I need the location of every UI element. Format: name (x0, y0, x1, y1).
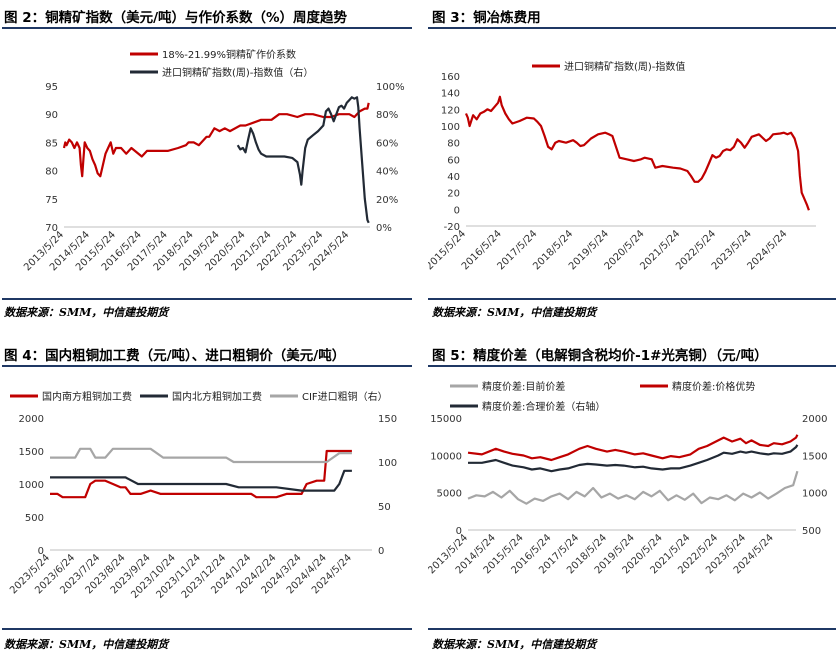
series-line (464, 95, 810, 211)
series-line (50, 469, 352, 492)
source-rule (2, 628, 412, 630)
source-note: 数据来源：SMM，中信建投期货 (432, 638, 597, 651)
y-tick-label: 75 (45, 195, 58, 206)
y-tick-label: 60 (447, 155, 460, 166)
y-tick-label: 160 (441, 72, 460, 83)
source-rule (428, 628, 836, 630)
y2-tick-label: 1000 (802, 489, 827, 500)
y-tick-label: 140 (441, 89, 460, 100)
y2-tick-label: 100% (376, 82, 405, 93)
source-note: 数据来源：SMM，中信建投期货 (4, 638, 169, 651)
series-line (50, 447, 352, 464)
series-line (50, 449, 352, 499)
y2-tick-label: 1500 (802, 451, 827, 462)
title-rule (428, 365, 836, 367)
y2-tick-label: 40% (376, 167, 398, 178)
y-tick-label: -20 (444, 222, 460, 233)
y2-tick-label: 80% (376, 110, 398, 121)
y-tick-label: 40 (447, 172, 460, 183)
y-tick-label: 1500 (19, 447, 44, 458)
y-tick-label: 1000 (19, 480, 44, 491)
y-tick-label: 5000 (437, 489, 462, 500)
y-tick-label: 0 (454, 205, 460, 216)
chart-refined-scrap-spread: 1500010000500002000150010005002013/5/242… (428, 380, 827, 576)
source-rule (428, 298, 836, 300)
y-tick-label: 20 (447, 189, 460, 200)
source-note: 数据来源：SMM，中信建投期货 (4, 306, 169, 319)
panel-title: 图 4：国内粗铜加工费（元/吨）、进口粗铜价（美元/吨） (4, 348, 346, 364)
source-note: 数据来源：SMM，中信建投期货 (432, 306, 597, 319)
y2-tick-label: 60% (376, 138, 398, 149)
series-line (468, 444, 799, 473)
y2-tick-label: 100 (378, 458, 397, 469)
y2-tick-label: 500 (802, 526, 821, 537)
y2-tick-label: 0 (378, 546, 384, 557)
y-tick-label: 500 (25, 513, 44, 524)
panel-title: 图 2：铜精矿指数（美元/吨）与作价系数（%）周度趋势 (4, 10, 348, 26)
y-tick-label: 2000 (19, 414, 44, 425)
y-tick-label: 10000 (430, 451, 462, 462)
y2-tick-label: 50 (378, 502, 391, 513)
series-line (467, 470, 799, 505)
legend-label: 精度价差:目前价差 (482, 380, 565, 393)
legend-label: 国内南方粗铜加工费 (42, 390, 132, 403)
y-tick-label: 85 (45, 138, 58, 149)
source-rule (2, 298, 412, 300)
y-tick-label: 120 (441, 105, 460, 116)
legend-label: 进口铜精矿指数(周)-指数值 (564, 60, 685, 73)
legend-label: 精度价差:合理价差（右轴） (482, 400, 605, 413)
legend-label: CIF进口粗铜（右） (302, 390, 388, 403)
y-tick-label: 0 (38, 546, 44, 557)
y-tick-label: 95 (45, 82, 58, 93)
chart-blister-copper-processing-fee: 20001500100050001501005002023/5/242023/6… (8, 390, 397, 601)
y2-tick-label: 20% (376, 195, 398, 206)
title-rule (2, 365, 412, 367)
legend-label: 精度价差:价格优势 (672, 380, 755, 393)
legend-label: 18%-21.99%铜精矿作价系数 (162, 48, 296, 61)
series-line (467, 434, 799, 462)
y-tick-label: 90 (45, 110, 58, 121)
title-rule (428, 27, 836, 29)
y-tick-label: 15000 (430, 414, 462, 425)
legend-label: 进口铜精矿指数(周)-指数值（右） (162, 66, 313, 79)
y-tick-label: 0 (456, 526, 462, 537)
legend-label: 国内北方粗铜加工费 (172, 390, 262, 403)
chart-copper-concentrate-index: 959085807570100%80%60%40%20%0%2013/5/242… (22, 48, 405, 273)
y-tick-label: 80 (45, 167, 58, 178)
panel-title: 图 3：铜冶炼费用 (432, 10, 541, 26)
y-tick-label: 80 (447, 139, 460, 150)
panel-title: 图 5：精度价差（电解铜含税均价-1#光亮铜）（元/吨） (432, 348, 768, 364)
title-rule (2, 27, 412, 29)
series-line (62, 102, 370, 178)
y2-tick-label: 150 (378, 414, 397, 425)
y2-tick-label: 2000 (802, 414, 827, 425)
y-tick-label: 70 (45, 223, 58, 234)
series-line (236, 96, 370, 224)
chart-copper-smelting-fee: 160140120100806040200-202015/5/242016/5/… (428, 60, 816, 272)
y2-tick-label: 0% (376, 223, 392, 234)
y-tick-label: 100 (441, 122, 460, 133)
